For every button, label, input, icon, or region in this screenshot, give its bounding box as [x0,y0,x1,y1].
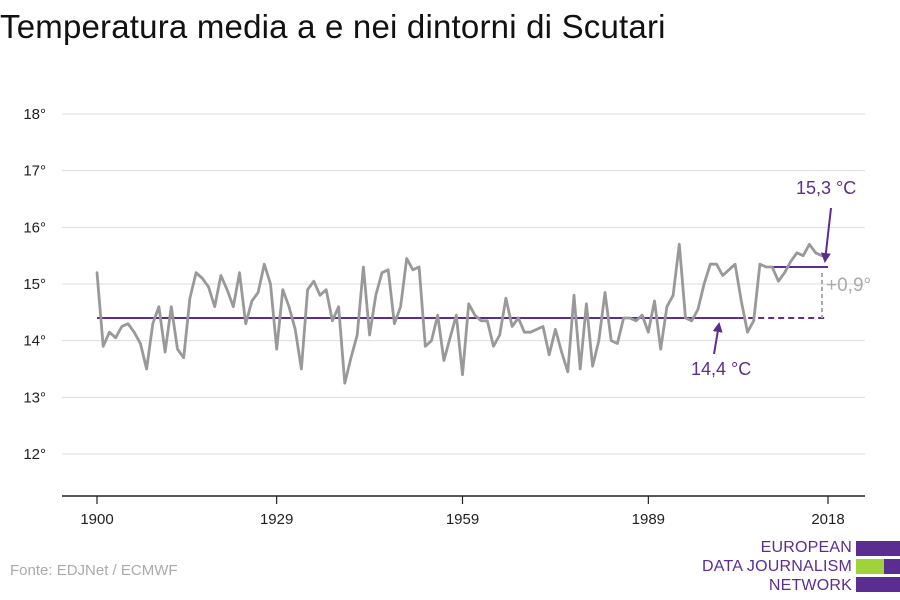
x-tick-label: 1929 [260,511,293,528]
x-tick-label: 1989 [632,511,665,528]
logo-line-3: NETWORK [768,577,852,594]
logo-bar-green [856,559,900,574]
x-tick-label: 1959 [446,511,479,528]
y-tick-label: 16° [23,219,46,236]
logo-line-2: DATA JOURNALISM [702,558,852,575]
y-tick-label: 18° [23,106,46,123]
chart-title: Temperatura media a e nei dintorni di Sc… [0,8,666,45]
x-tick-label: 2018 [811,511,844,528]
logo-line-1: EUROPEAN [760,539,852,556]
reference-average-label: 14,4 °C [691,359,751,379]
temperature-series-line [95,242,830,385]
recent-average-label: 15,3 °C [796,178,856,198]
reference-average-arrow [712,322,723,355]
x-tick-label: 1900 [80,511,113,528]
y-tick-label: 13° [23,389,46,406]
edjnet-logo: EUROPEAN DATA JOURNALISM NETWORK [700,539,900,597]
y-tick-label: 14° [23,333,46,350]
logo-bar-purple-top [856,541,900,556]
difference-label: +0,9° [826,275,871,296]
series-layer [95,242,830,385]
x-axis-ticks: 1900 1929 1959 1989 2018 [80,496,845,528]
annotations: 15,3 °C 14,4 °C +0,9° [691,178,871,379]
gridlines [62,113,865,455]
recent-average-arrow [820,207,832,263]
y-axis-tick-labels: 12° 13° 14° 15° 16° 17° 18° [23,106,46,463]
logo-bar-purple-bottom [856,577,900,592]
y-tick-label: 15° [23,276,46,293]
y-tick-label: 12° [23,446,46,463]
reference-lines [97,266,828,319]
source-credit: Fonte: EDJNet / ECMWF [10,562,178,579]
y-tick-label: 17° [23,163,46,180]
